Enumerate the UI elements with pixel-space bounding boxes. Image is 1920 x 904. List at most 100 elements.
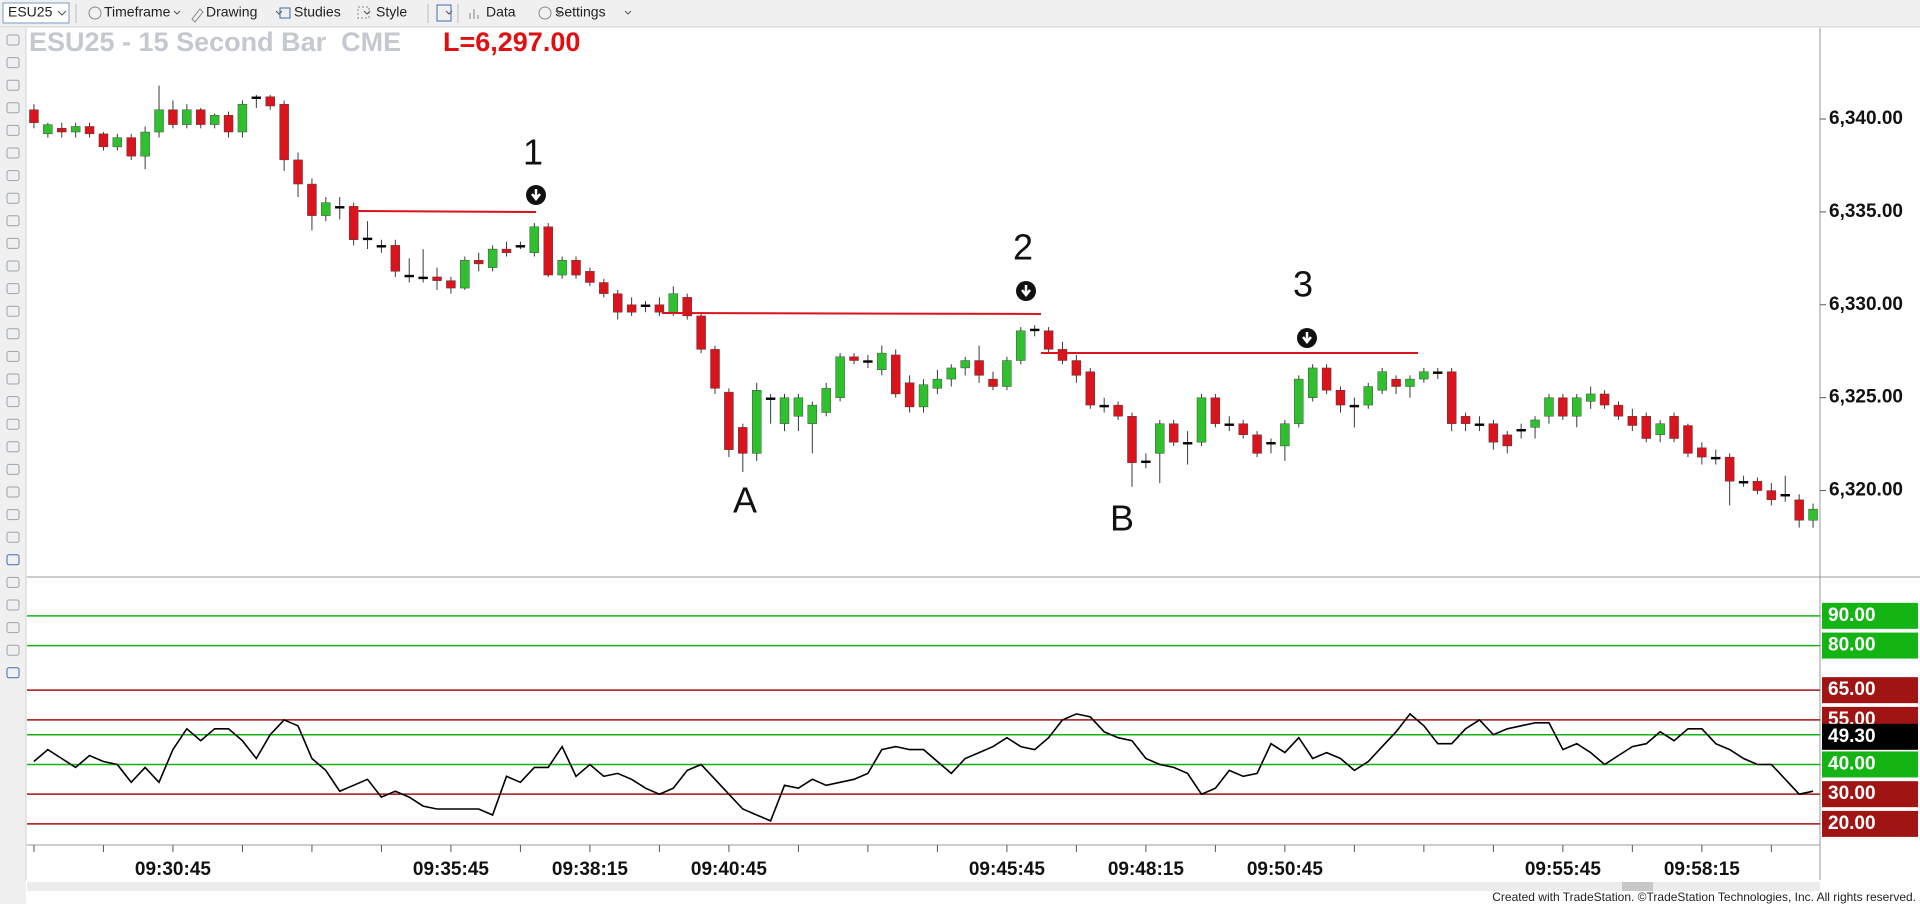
tool-icon (6, 599, 20, 611)
layout-icon[interactable] (436, 4, 452, 22)
candle-body (182, 109, 192, 125)
candle-body (237, 103, 248, 133)
candle-body (126, 137, 136, 157)
candle-body (793, 397, 804, 417)
candle-body (460, 260, 470, 289)
tool-icons (6, 34, 20, 679)
tool-icon (6, 486, 20, 498)
tool-icon (6, 283, 20, 295)
level-label-box (1822, 677, 1918, 704)
x-tick-label: 09:30:45 (135, 859, 211, 880)
level-label-box (1822, 632, 1918, 659)
candle-body (1544, 397, 1554, 417)
candle-body (1057, 349, 1068, 361)
menu-item[interactable]: Data (486, 4, 516, 20)
level-label: 80.00 (1828, 635, 1876, 656)
menu-item[interactable]: Style (376, 4, 407, 20)
tool-icon (6, 396, 20, 408)
y-tick-label: 6,320.00 (1829, 480, 1903, 501)
tool-icon (6, 147, 20, 159)
candle-body (626, 304, 637, 313)
candle-body (821, 388, 831, 413)
drawn-line (354, 210, 537, 213)
scrollbar-thumb[interactable] (1622, 882, 1653, 891)
annotation: 1 (523, 132, 543, 173)
candle-body (946, 367, 956, 380)
candle-body (1558, 397, 1568, 417)
candle-body (932, 378, 943, 389)
toolbar-separators (75, 4, 459, 23)
candle-body (1280, 423, 1290, 447)
tool-icon (6, 328, 20, 340)
symbol-input[interactable]: ESU25 (8, 4, 53, 20)
candle-body (960, 360, 970, 369)
candle-body (1266, 442, 1276, 445)
candle-body (1627, 416, 1638, 426)
candle-body (779, 397, 790, 424)
signal-marker (1297, 328, 1317, 348)
y-tick-label: 6,330.00 (1829, 294, 1903, 315)
candle-body (1141, 460, 1151, 464)
signal-marker (1016, 281, 1036, 301)
candle-body (1780, 494, 1790, 497)
dropdown-arrow (445, 10, 453, 15)
oscillator-line (33, 712, 1814, 822)
candle-body (209, 115, 220, 125)
candle-body (1252, 434, 1262, 454)
candle-body (710, 349, 720, 389)
candle-body (515, 245, 526, 248)
tool-icon (6, 644, 20, 656)
dropdown-arrow (624, 10, 632, 15)
candle-body (585, 271, 595, 283)
candle-body (1446, 371, 1457, 424)
tool-icon (6, 260, 20, 272)
tool-icon (6, 124, 20, 136)
candle-body (1029, 328, 1040, 332)
candle-body (1391, 378, 1401, 387)
candle-body (321, 202, 331, 216)
candle-body (557, 260, 567, 276)
studies-icon (279, 7, 291, 19)
candle-body (877, 352, 887, 371)
candle-body (571, 260, 581, 276)
menu-item[interactable]: Studies (294, 4, 341, 20)
level-label: 90.00 (1828, 605, 1876, 626)
y-tick-label: 6,340.00 (1829, 108, 1903, 129)
dropdown-arrow (275, 10, 283, 15)
scrollbar[interactable] (27, 882, 1820, 891)
candle-body (223, 115, 234, 133)
candle-body (849, 356, 859, 361)
candle-body (348, 206, 359, 240)
tool-icon (6, 418, 20, 430)
candle-body (1363, 386, 1373, 406)
candle-body (307, 183, 317, 216)
candle-body (196, 109, 206, 125)
candle-body (1808, 508, 1818, 521)
candle-body (43, 124, 53, 135)
timeframe-icon (88, 6, 102, 20)
footer: Created with TradeStation. ©TradeStation… (1492, 890, 1916, 904)
chart-title: ESU25 - 15 Second Bar CME (29, 27, 401, 57)
candle-body (835, 356, 845, 398)
dropdown-arrow (555, 10, 563, 15)
candle-body (1641, 416, 1651, 439)
menu-item[interactable]: Settings (555, 4, 606, 20)
y-tick-label: 6,325.00 (1829, 387, 1903, 408)
drawn-line (661, 312, 1042, 315)
candle-body (599, 282, 609, 294)
candle-body (1127, 416, 1137, 463)
candle-body (279, 103, 289, 161)
candle-body (1530, 419, 1540, 428)
dropdown-arrow (173, 10, 181, 15)
candle-body (418, 276, 428, 280)
candle-body (1099, 404, 1109, 408)
candle-body (1016, 330, 1026, 361)
price-pane: 6,340.00 6,335.00 6,330.00 6,325.00 6,320.00… (27, 85, 1918, 880)
menu-item[interactable]: Timeframe (104, 4, 171, 20)
menu-item[interactable]: Drawing (206, 4, 257, 20)
candle-body (1433, 371, 1443, 374)
candle-body (1752, 481, 1763, 491)
tool-icon (6, 57, 20, 69)
symbol-box[interactable] (2, 2, 70, 24)
